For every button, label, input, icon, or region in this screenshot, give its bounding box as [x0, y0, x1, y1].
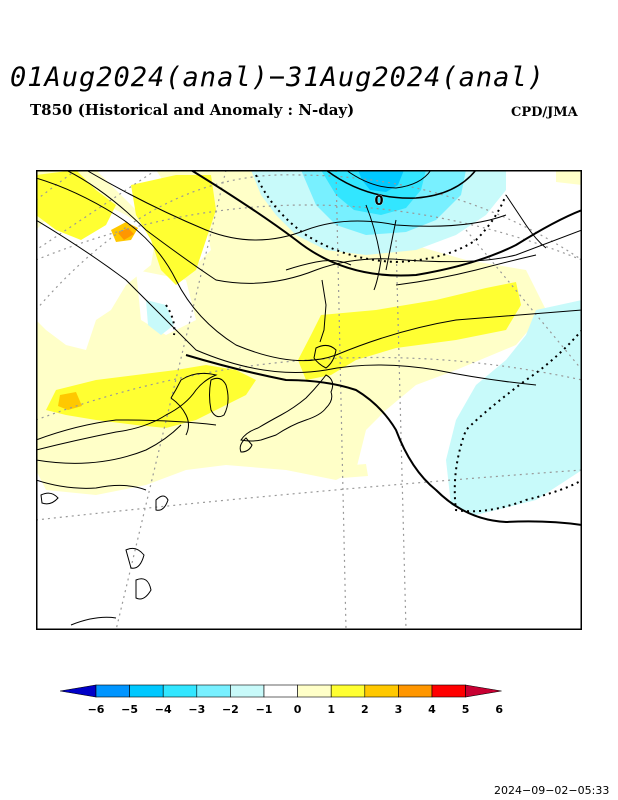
colorbar-tick-label: 1 [327, 703, 335, 716]
shade-minus3 [321, 170, 426, 215]
anomaly-map: 0 [36, 170, 582, 630]
contour-zero [325, 170, 477, 199]
colorbar-tick-label: 3 [395, 703, 403, 716]
shade-plus2-a [36, 170, 116, 240]
coast-aleutian [395, 254, 537, 286]
latitude-circle-1 [36, 204, 582, 261]
colorbar-tick-label: −4 [155, 703, 172, 716]
coast-hainan [40, 492, 59, 505]
shade-minus4 [358, 170, 404, 192]
contour-d [85, 170, 507, 241]
meridian-5 [395, 239, 407, 630]
colorbar-tick-label: −5 [121, 703, 138, 716]
map-frame [36, 170, 582, 630]
coast-china [36, 372, 218, 451]
neg-contour-north [255, 174, 507, 264]
contour-f [36, 424, 182, 464]
meridian-3 [115, 170, 227, 630]
colorbar-tick-label: −3 [188, 703, 205, 716]
coast-korea [209, 377, 229, 418]
zero-line-north [190, 170, 582, 277]
timestamp: 2024−09−02−05:33 [494, 784, 610, 797]
chart-title: 01Aug2024(anal)−31Aug2024(anal) [10, 62, 545, 93]
colorbar-box [330, 684, 366, 698]
shade-plus1-b [556, 170, 582, 185]
contour-g [345, 170, 432, 189]
colorbar-tick-label: −1 [256, 703, 273, 716]
colorbar-tick-label: −6 [88, 703, 105, 716]
colorbar-tick-label: 2 [361, 703, 369, 716]
coast-philippines-a [125, 547, 145, 569]
coast-philippines-c [70, 616, 117, 626]
shade-plus2-c [298, 282, 521, 380]
shade-minus1-w [146, 300, 174, 335]
colorbar-lower-arrow [60, 684, 97, 698]
coast-kamchatka-2 [385, 219, 397, 271]
meridian-1 [36, 170, 157, 251]
coast-alaska [505, 194, 547, 249]
meridian-6 [465, 229, 582, 371]
coast-philippines-b [135, 578, 152, 600]
temperature-contours [36, 170, 582, 464]
colorbar-box [398, 684, 433, 698]
colorbar-box [364, 684, 399, 698]
shade-plus2-b [131, 175, 216, 285]
coast-sakhalin [319, 279, 327, 343]
colorbar-tick-label: 4 [428, 703, 436, 716]
negative-anomaly-contours [165, 174, 582, 513]
colorbar-box [263, 684, 298, 698]
colorbar-box [431, 684, 466, 698]
coast-okhotsk [285, 260, 352, 271]
colorbar-upper-arrow [465, 684, 502, 698]
colorbar-boxes [60, 684, 502, 698]
shade-plus2-d [46, 365, 256, 428]
colorbar-box [162, 684, 198, 698]
agency-label: CPD/JMA [511, 105, 578, 120]
colorbar-tick-label: 6 [495, 703, 503, 716]
coast-hokkaido [313, 344, 337, 369]
colorbar-box [129, 684, 164, 698]
coast-kamchatka [365, 204, 382, 291]
colorbar-tick-label: 0 [294, 703, 302, 716]
zero-line-south [185, 354, 582, 526]
coast-yellowsea [170, 397, 189, 436]
chart-subtitle: T850 (Historical and Anomaly : N-day) [30, 101, 355, 119]
shade-minus1-e [446, 300, 582, 515]
coastlines [36, 194, 547, 626]
contour-label-zero: 0 [374, 194, 383, 209]
neg-contour-east [453, 329, 582, 513]
anomaly-shading [36, 170, 582, 515]
anomaly-zero-lines [185, 170, 582, 526]
colorbar-box [95, 684, 130, 698]
contour-c [65, 170, 582, 284]
colorbar-tick-label: −2 [222, 703, 239, 716]
colorbar-box [196, 684, 231, 698]
colorbar-tick-label: 5 [462, 703, 470, 716]
shade-plus1-c [341, 464, 368, 478]
colorbar-box [230, 684, 265, 698]
colorbar: −6 −5 −4 −3 −2 −1 0 1 2 3 4 5 6 [60, 684, 504, 716]
coast-taiwan [155, 495, 169, 511]
colorbar-box [297, 684, 332, 698]
contour-e [36, 419, 217, 441]
coast-japan-main [240, 374, 334, 442]
contour-b [36, 219, 537, 386]
colorbar-tick-labels: −6 −5 −4 −3 −2 −1 0 1 2 3 4 5 6 [88, 703, 504, 716]
coast-south-china [36, 479, 147, 491]
coast-japan-kyushu [239, 437, 253, 453]
contour-a [36, 177, 582, 362]
latitude-circle-3 [36, 356, 582, 421]
